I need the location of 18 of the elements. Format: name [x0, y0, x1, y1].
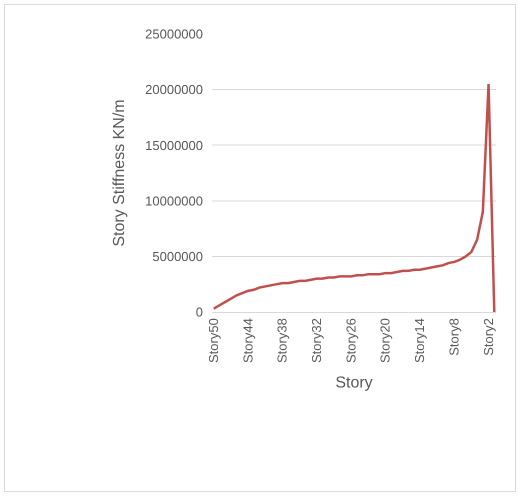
- y-tick-label: 0: [196, 304, 203, 320]
- x-tick-label: Story20: [378, 318, 393, 364]
- x-tick-label: Story8: [446, 318, 462, 356]
- x-tick-label: Story14: [412, 318, 428, 364]
- x-tick-label: Story44: [240, 318, 256, 364]
- x-tick-label: Story38: [274, 318, 290, 364]
- y-tick-label: 20000000: [145, 82, 203, 98]
- y-tick-label: 10000000: [145, 193, 203, 208]
- y-tick-label: 15000000: [145, 138, 203, 153]
- x-tick-label: Story26: [343, 318, 358, 364]
- y-tick-label: 5000000: [152, 248, 203, 264]
- x-tick-label: Story50: [206, 318, 221, 364]
- y-tick-label: 25000000: [145, 26, 203, 42]
- line-series: [212, 82, 496, 312]
- x-axis-title: Story: [335, 374, 373, 392]
- x-tick-label: Story32: [309, 318, 324, 364]
- y-axis-title: Story Stiffness KN/m: [111, 99, 128, 247]
- x-tick-label: Story2: [480, 318, 496, 356]
